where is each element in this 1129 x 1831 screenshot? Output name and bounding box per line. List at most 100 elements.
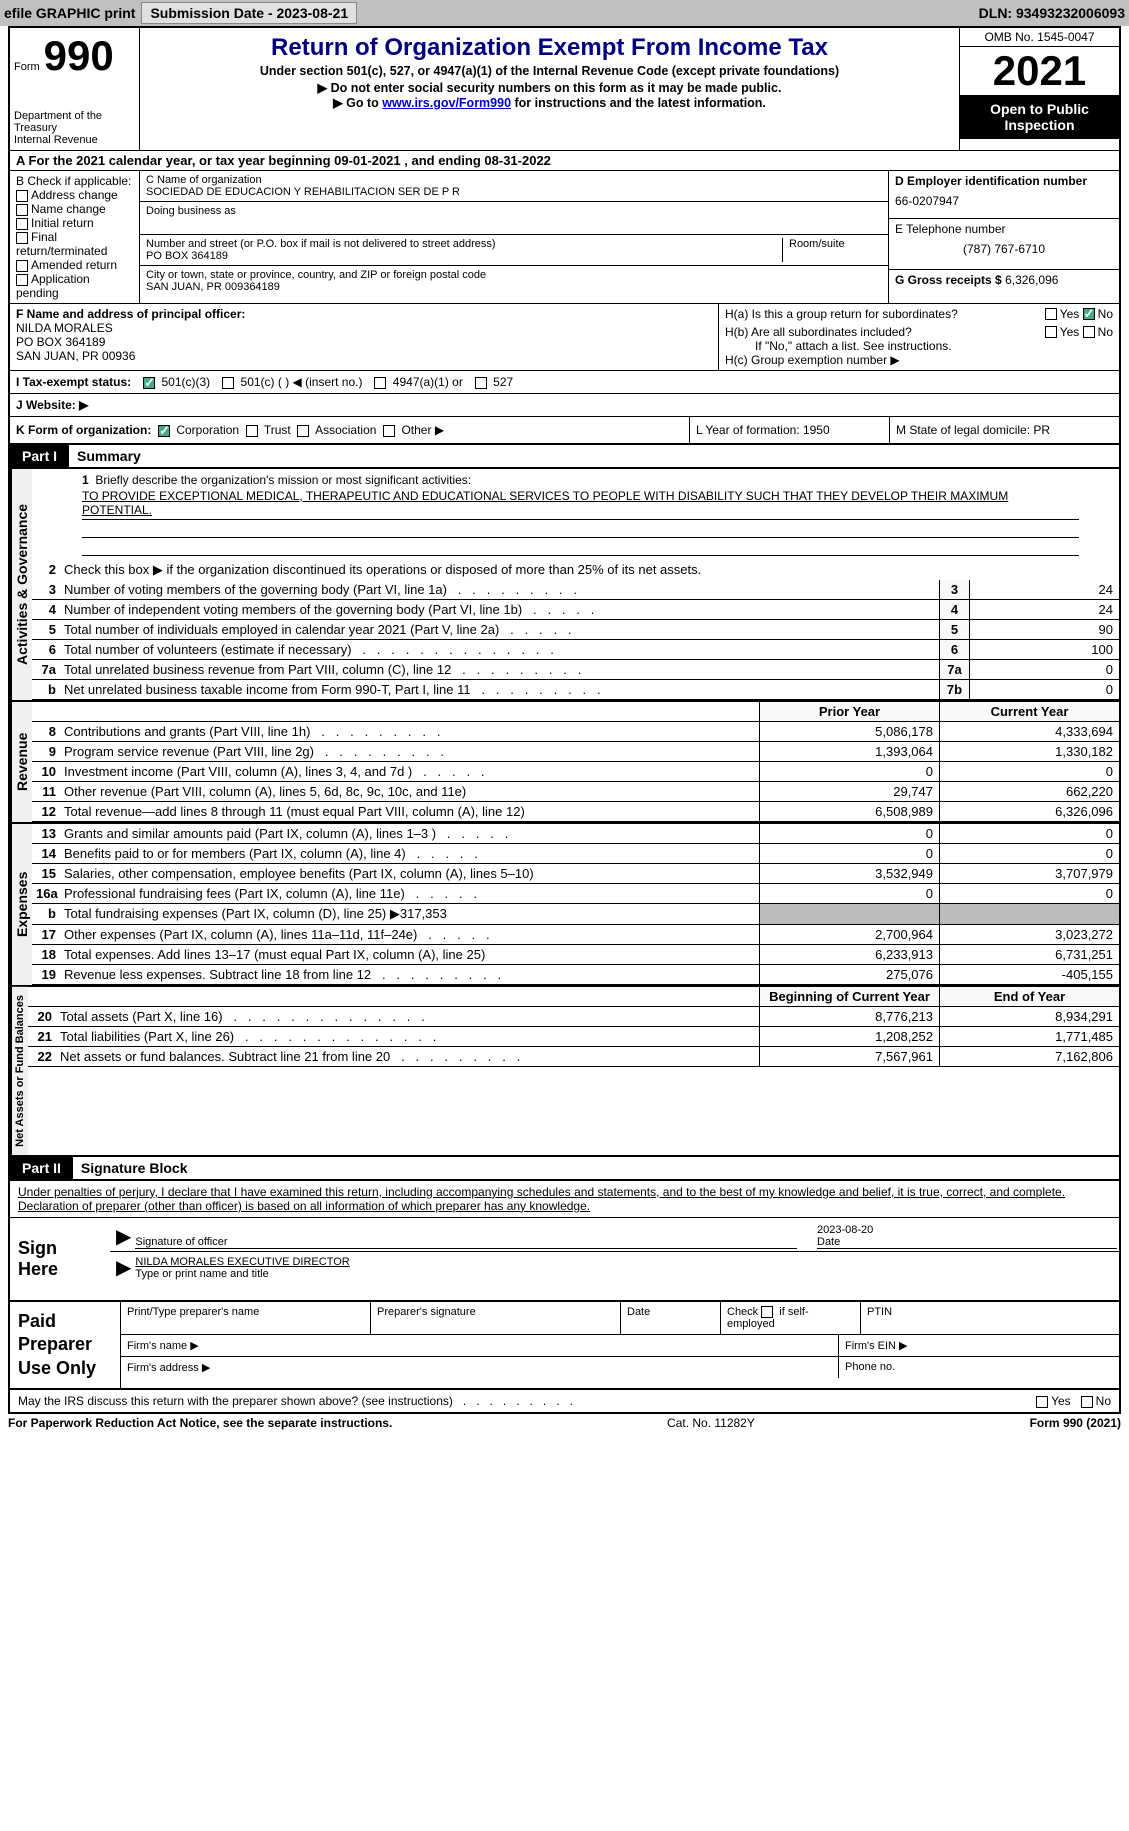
discuss-yes: Yes xyxy=(1051,1394,1071,1408)
ein-label: D Employer identification number xyxy=(895,174,1087,188)
sig-type-label: Type or print name and title xyxy=(135,1268,1117,1280)
l7b-n: b xyxy=(32,680,60,699)
l20-cy: 8,934,291 xyxy=(939,1007,1119,1026)
city-cell: City or town, state or province, country… xyxy=(140,266,888,296)
l16a-py: 0 xyxy=(759,884,939,903)
discuss-no-chk[interactable] xyxy=(1081,1396,1093,1408)
l6-v: 100 xyxy=(969,640,1119,659)
hb-no-chk[interactable] xyxy=(1083,326,1095,338)
ha-yes-chk[interactable] xyxy=(1045,308,1057,320)
opt-4947: 4947(a)(1) or xyxy=(393,375,463,389)
chk-501c3[interactable] xyxy=(143,377,155,389)
l16b-py xyxy=(759,904,939,924)
part1-title: Summary xyxy=(69,445,149,467)
chk-final[interactable]: Final return/terminated xyxy=(16,230,133,258)
public-inspection: Open to Public Inspection xyxy=(960,95,1119,139)
dln: DLN: 93493232006093 xyxy=(979,5,1125,21)
chk-trust[interactable] xyxy=(246,425,258,437)
discuss-row: May the IRS discuss this return with the… xyxy=(10,1390,1119,1412)
chk-527[interactable] xyxy=(475,377,487,389)
l7a-v: 0 xyxy=(969,660,1119,679)
chk-initial-label: Initial return xyxy=(31,216,94,230)
instructions-link[interactable]: www.irs.gov/Form990 xyxy=(382,96,511,110)
l7a-d: Total unrelated business revenue from Pa… xyxy=(64,662,451,677)
ein-value: 66-0207947 xyxy=(895,188,1113,214)
ptin-label: PTIN xyxy=(861,1302,1119,1334)
l11-n: 11 xyxy=(32,782,60,801)
top-row: Form 990 Department of the Treasury Inte… xyxy=(10,28,1119,151)
l10-n: 10 xyxy=(32,762,60,781)
org-name: SOCIEDAD DE EDUCACION Y REHABILITACION S… xyxy=(146,186,882,198)
instr-post: for instructions and the latest informat… xyxy=(511,96,766,110)
l17-py: 2,700,964 xyxy=(759,925,939,944)
l15-n: 15 xyxy=(32,864,60,883)
chk-amended[interactable]: Amended return xyxy=(16,258,133,272)
chk-self-employed[interactable] xyxy=(761,1306,773,1318)
opt-other: Other ▶ xyxy=(401,423,444,437)
chk-name[interactable]: Name change xyxy=(16,202,133,216)
l3-v: 24 xyxy=(969,580,1119,599)
chk-501c[interactable] xyxy=(222,377,234,389)
opt-501c: 501(c) ( ) ◀ (insert no.) xyxy=(241,375,363,389)
l16a-n: 16a xyxy=(32,884,60,903)
l22-d: Net assets or fund balances. Subtract li… xyxy=(60,1049,390,1064)
ssn-warning: ▶ Do not enter social security numbers o… xyxy=(146,80,953,95)
chk-address[interactable]: Address change xyxy=(16,188,133,202)
l8-n: 8 xyxy=(32,722,60,741)
opt-501c3: 501(c)(3) xyxy=(162,375,211,389)
l16b-d: Total fundraising expenses (Part IX, col… xyxy=(60,904,759,924)
efile-header: efile GRAPHIC print Submission Date - 20… xyxy=(0,0,1129,26)
row-k: K Form of organization: Corporation Trus… xyxy=(10,417,1119,445)
l16a-d: Professional fundraising fees (Part IX, … xyxy=(64,886,405,901)
form-word: Form xyxy=(14,61,40,73)
ha-no-chk[interactable] xyxy=(1083,308,1095,320)
sig-officer-label: Signature of officer xyxy=(135,1236,797,1248)
l7a-n: 7a xyxy=(32,660,60,679)
l19-py: 275,076 xyxy=(759,965,939,984)
form-subtitle: Under section 501(c), 527, or 4947(a)(1)… xyxy=(146,62,953,80)
chk-initial[interactable]: Initial return xyxy=(16,216,133,230)
l10-py: 0 xyxy=(759,762,939,781)
chk-corp[interactable] xyxy=(158,425,170,437)
chk-assoc[interactable] xyxy=(297,425,309,437)
hb-yes-chk[interactable] xyxy=(1045,326,1057,338)
l11-py: 29,747 xyxy=(759,782,939,801)
l22-py: 7,567,961 xyxy=(759,1047,939,1066)
h-section: H(a) Is this a group return for subordin… xyxy=(719,304,1119,370)
preparer-block: Paid Preparer Use Only Print/Type prepar… xyxy=(10,1302,1119,1390)
ha-no: No xyxy=(1098,307,1113,321)
firm-phone-label: Phone no. xyxy=(839,1357,1119,1378)
part2-header: Part II xyxy=(10,1157,73,1179)
hc-label: H(c) Group exemption number ▶ xyxy=(725,353,1113,367)
l14-d: Benefits paid to or for members (Part IX… xyxy=(64,846,406,861)
col-c: C Name of organization SOCIEDAD DE EDUCA… xyxy=(140,171,889,303)
tax-status-label: I Tax-exempt status: xyxy=(16,375,131,389)
summary-activities: Activities & Governance 1 Briefly descri… xyxy=(10,469,1119,700)
col-b-title: B Check if applicable: xyxy=(16,174,133,188)
l18-d: Total expenses. Add lines 13–17 (must eq… xyxy=(60,945,759,964)
l11-d: Other revenue (Part VIII, column (A), li… xyxy=(60,782,759,801)
l5-v: 90 xyxy=(969,620,1119,639)
l8-d: Contributions and grants (Part VIII, lin… xyxy=(64,724,310,739)
hdr-current: Current Year xyxy=(939,702,1119,721)
officer-name: NILDA MORALES xyxy=(16,321,712,335)
part2-title: Signature Block xyxy=(73,1157,196,1179)
chk-other[interactable] xyxy=(383,425,395,437)
chk-4947[interactable] xyxy=(374,377,386,389)
l4-bn: 4 xyxy=(939,600,969,619)
l13-py: 0 xyxy=(759,824,939,843)
l8-py: 5,086,178 xyxy=(759,722,939,741)
sig-name-title: NILDA MORALES EXECUTIVE DIRECTOR xyxy=(135,1256,1117,1268)
discuss-yes-chk[interactable] xyxy=(1036,1396,1048,1408)
row-a: A For the 2021 calendar year, or tax yea… xyxy=(10,151,1119,171)
sig-arrow-icon-2: ▶ xyxy=(112,1255,135,1280)
opt-assoc: Association xyxy=(315,423,376,437)
declaration-text: Under penalties of perjury, I declare th… xyxy=(10,1181,1119,1217)
form-title: Return of Organization Exempt From Incom… xyxy=(146,34,953,62)
row-j: J Website: ▶ xyxy=(10,394,1119,417)
cat-no: Cat. No. 11282Y xyxy=(392,1416,1029,1430)
chk-address-label: Address change xyxy=(31,188,118,202)
l11-cy: 662,220 xyxy=(939,782,1119,801)
chk-pending[interactable]: Application pending xyxy=(16,272,133,300)
hb-note: If "No," attach a list. See instructions… xyxy=(725,339,1113,353)
